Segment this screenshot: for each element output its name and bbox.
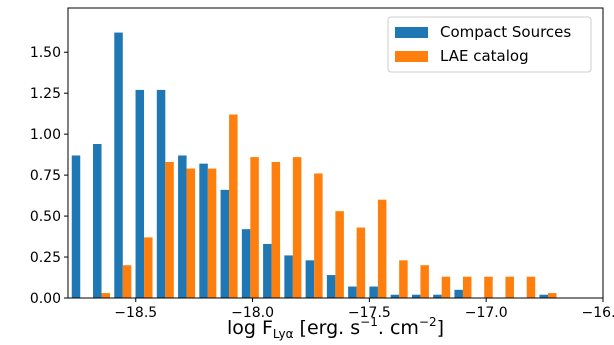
bar-lae-catalog-bin-4 <box>165 162 174 298</box>
y-tick-label: 1.50 <box>30 45 61 61</box>
bar-lae-catalog-bin-3 <box>144 237 153 298</box>
bar-compact-sources-bin-2 <box>114 32 123 298</box>
bar-lae-catalog-bin-9 <box>271 162 281 298</box>
bar-compact-sources-bin-14 <box>369 286 378 298</box>
bars-group <box>71 32 557 298</box>
bar-compact-sources-bin-7 <box>220 189 230 298</box>
bar-lae-catalog-bin-13 <box>356 227 366 298</box>
x-axis-title-subscript: Lyα <box>273 327 294 341</box>
bar-compact-sources-bin-11 <box>305 260 315 298</box>
bar-lae-catalog-bin-21 <box>526 276 536 298</box>
x-axis-title-sup1: −1 <box>360 315 378 329</box>
legend-swatch-compact-sources <box>395 27 428 38</box>
bar-lae-catalog-bin-8 <box>250 157 259 298</box>
legend: Compact Sources LAE catalog <box>387 16 592 73</box>
bar-lae-catalog-bin-15 <box>399 260 408 298</box>
bar-lae-catalog-bin-12 <box>335 211 344 298</box>
x-axis-ticks: −18.5 −18.0 −17.5 −17.0 −16.5 <box>114 298 614 321</box>
x-tick-label: −18.0 <box>231 305 274 321</box>
bar-compact-sources-bin-12 <box>326 275 336 298</box>
bar-compact-sources-bin-4 <box>156 89 166 298</box>
bar-compact-sources-bin-17 <box>433 294 442 298</box>
bar-compact-sources-bin-18 <box>454 289 463 298</box>
bar-lae-catalog-bin-2 <box>122 265 132 298</box>
legend-label-compact-sources: Compact Sources <box>440 23 571 41</box>
bar-compact-sources-bin-22 <box>539 294 548 298</box>
y-tick-label: 0.25 <box>30 250 61 266</box>
bar-compact-sources-bin-0 <box>71 155 81 298</box>
y-tick-label: 0.50 <box>30 209 61 225</box>
bar-lae-catalog-bin-11 <box>314 173 323 298</box>
y-axis-ticks: 0.00 0.25 0.50 0.75 1.00 1.25 1.50 <box>30 45 68 307</box>
x-axis-title-bracket-open: [erg. s <box>294 317 361 339</box>
bar-compact-sources-bin-6 <box>199 163 208 298</box>
y-tick-label: 0.00 <box>30 291 61 307</box>
bar-lae-catalog-bin-6 <box>207 168 217 298</box>
plot-frame <box>67 7 604 299</box>
bar-lae-catalog-bin-16 <box>420 265 429 298</box>
x-axis-title-bracket-close: ] <box>437 317 444 339</box>
x-axis-title: log FLyα [erg. s−1. cm−2] <box>227 315 444 341</box>
bar-lae-catalog-bin-7 <box>229 114 238 298</box>
bar-compact-sources-bin-10 <box>284 255 293 298</box>
bar-lae-catalog-bin-14 <box>377 199 387 298</box>
bar-lae-catalog-bin-10 <box>292 157 302 298</box>
legend-box <box>387 16 592 73</box>
bar-compact-sources-bin-16 <box>411 294 421 298</box>
x-tick-label: −17.0 <box>465 305 508 321</box>
legend-label-lae-catalog: LAE catalog <box>440 47 529 65</box>
legend-swatch-lae-catalog <box>395 51 428 62</box>
bar-lae-catalog-bin-20 <box>505 276 514 298</box>
x-axis-title-sup2: −2 <box>419 315 437 329</box>
bar-lae-catalog-bin-19 <box>484 276 493 298</box>
x-tick-label: −17.5 <box>348 305 391 321</box>
bar-compact-sources-bin-3 <box>135 89 145 298</box>
bar-compact-sources-bin-5 <box>178 155 187 298</box>
bar-lae-catalog-bin-17 <box>441 276 451 298</box>
x-axis-title-middle: . cm <box>378 317 419 339</box>
x-tick-label: −18.5 <box>114 305 157 321</box>
bar-compact-sources-bin-8 <box>241 229 251 298</box>
bar-compact-sources-bin-13 <box>348 286 357 298</box>
bar-lae-catalog-bin-22 <box>547 293 557 298</box>
bar-compact-sources-bin-9 <box>263 243 272 298</box>
bar-compact-sources-bin-1 <box>93 143 102 298</box>
bar-lae-catalog-bin-18 <box>462 276 472 298</box>
bar-compact-sources-bin-15 <box>390 294 400 298</box>
x-tick-label: −16.5 <box>582 305 614 321</box>
bar-lae-catalog-bin-1 <box>101 293 111 298</box>
y-tick-label: 0.75 <box>30 168 61 184</box>
bar-lae-catalog-bin-5 <box>186 168 196 298</box>
y-tick-label: 1.25 <box>30 86 61 102</box>
y-tick-label: 1.00 <box>30 127 61 143</box>
x-axis-title-main: log F <box>227 317 273 339</box>
